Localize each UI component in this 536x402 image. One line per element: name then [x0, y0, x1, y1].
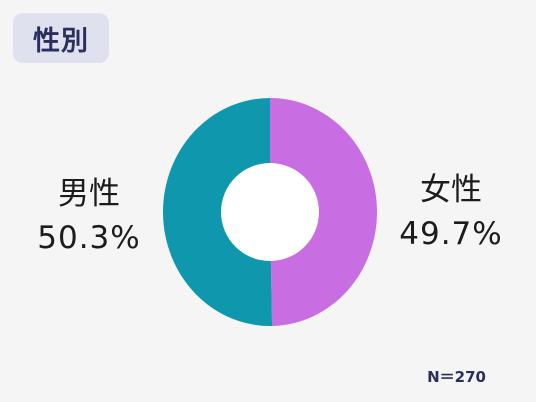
label-female: 女性 49.7% [386, 168, 516, 256]
slice-female [270, 98, 377, 326]
sample-size-note: N＝270 [427, 368, 486, 386]
chart-title: 性別 [13, 13, 109, 63]
label-male-name: 男性 [58, 176, 120, 212]
label-male: 男性 50.3% [24, 172, 154, 260]
label-female-name: 女性 [420, 172, 482, 208]
donut-chart [163, 98, 377, 326]
label-male-value: 50.3% [37, 220, 141, 256]
label-female-value: 49.7% [399, 216, 503, 252]
donut-hole [221, 163, 319, 261]
slice-male [163, 98, 273, 326]
